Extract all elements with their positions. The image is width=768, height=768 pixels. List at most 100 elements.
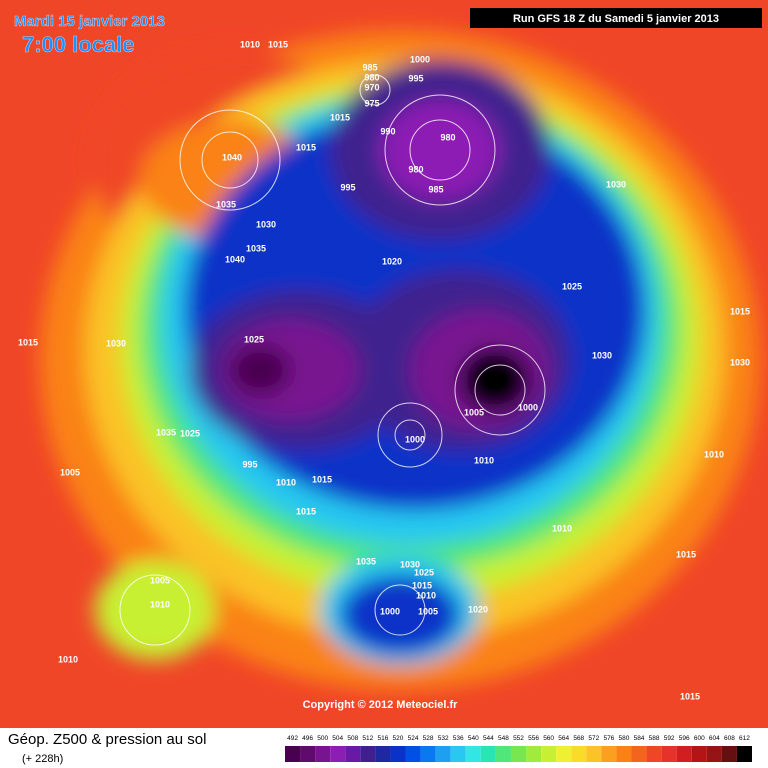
level-label: 580 — [619, 735, 630, 742]
isobar-label: 1015 — [312, 474, 332, 484]
isobar-label: 1015 — [296, 142, 316, 152]
geopotential-field — [40, 30, 760, 690]
color-swatch — [721, 746, 737, 762]
isobar-label: 1030 — [400, 559, 420, 569]
isobar-label: 1035 — [156, 427, 176, 437]
isobar-label: 995 — [242, 459, 257, 469]
run-box — [470, 8, 762, 28]
copyright: Copyright © 2012 Meteociel.fr — [303, 699, 459, 711]
color-swatch — [480, 746, 496, 762]
color-swatch — [510, 746, 527, 762]
level-label: 552 — [513, 735, 524, 742]
isobar-label: 1030 — [730, 357, 750, 367]
isobar-label: 1005 — [150, 575, 170, 585]
isobar-label: 1015 — [330, 112, 350, 122]
isobar-label: 1035 — [246, 243, 266, 253]
isobar-label: 1010 — [150, 599, 170, 609]
isobar-label: 1005 — [464, 407, 484, 417]
isobar-label: 1015 — [296, 506, 316, 516]
level-label: 604 — [709, 735, 720, 742]
level-label: 504 — [332, 735, 343, 742]
level-label: 584 — [634, 735, 645, 742]
color-scale: 492 496 500 504 508 512 516 520 524 528 532 536 540 5… — [285, 735, 752, 762]
lead-time: (+ 228h) — [22, 753, 63, 765]
level-label: 496 — [302, 735, 313, 742]
level-label: 524 — [408, 735, 419, 742]
isobar-label: 1000 — [405, 434, 425, 444]
isobar-label: 1010 — [552, 523, 572, 533]
isobar-label: 1000 — [518, 402, 538, 412]
color-swatch — [360, 746, 376, 762]
level-label: 588 — [649, 735, 660, 742]
color-swatch — [541, 746, 557, 762]
level-label: 612 — [739, 735, 750, 742]
isobar-label: 1030 — [592, 350, 612, 360]
level-label: 608 — [724, 735, 735, 742]
color-swatch — [435, 746, 451, 762]
color-swatch — [691, 746, 707, 762]
isobar-label: 1025 — [414, 567, 434, 577]
isobar-label: 995 — [408, 73, 423, 83]
isobar-label: 1015 — [676, 549, 696, 559]
level-label: 600 — [694, 735, 705, 742]
level-label: 520 — [393, 735, 404, 742]
legend-title: Géop. Z500 & pression au sol — [8, 731, 206, 748]
color-swatch — [556, 746, 572, 762]
level-label: 528 — [423, 735, 434, 742]
level-label: 556 — [528, 735, 539, 742]
isobar-label: 980 — [364, 72, 379, 82]
color-swatch — [601, 746, 617, 762]
isobar-label: 1030 — [106, 338, 126, 348]
level-label: 576 — [603, 735, 614, 742]
isobar-label: 1000 — [380, 606, 400, 616]
isobar-label: 1010 — [474, 455, 494, 465]
isobar-labels: 1010 101598598097097599510001015101599098… — [18, 39, 750, 701]
color-swatch — [390, 746, 406, 762]
isobar-label: 1010 — [58, 654, 78, 664]
color-swatch — [495, 746, 511, 762]
color-swatch — [405, 746, 421, 762]
isobar-label: 1015 — [268, 39, 288, 49]
isobar-label: 1030 — [606, 179, 626, 189]
isobar-label: 1000 — [410, 54, 430, 64]
isobar-label: 1035 — [216, 199, 236, 209]
level-label: 492 — [287, 735, 298, 742]
isobar-label: 1040 — [222, 152, 242, 162]
map: 1010 101598598097097599510001015101599098… — [0, 0, 768, 728]
level-label: 500 — [317, 735, 328, 742]
color-swatch — [676, 746, 692, 762]
level-label: 512 — [362, 735, 373, 742]
isobar-label: 1005 — [418, 606, 438, 616]
isobar-label: 1025 — [180, 428, 200, 438]
isobar-label: 1005 — [60, 467, 80, 477]
level-label: 560 — [543, 735, 554, 742]
level-label: 568 — [573, 735, 584, 742]
color-swatch — [646, 746, 662, 762]
level-label: 508 — [347, 735, 358, 742]
legend: Géop. Z500 & pression au sol (+ 228h) 49… — [8, 731, 752, 765]
isobar-label: 980 — [440, 132, 455, 142]
level-label: 572 — [588, 735, 599, 742]
level-label: 544 — [483, 735, 494, 742]
level-label: 532 — [438, 735, 449, 742]
color-swatch — [465, 746, 481, 762]
level-label: 540 — [468, 735, 479, 742]
color-swatch — [706, 746, 722, 762]
isobar-label: 985 — [428, 184, 443, 194]
isobar-label: 1040 — [225, 254, 245, 264]
isobar-label: 1015 — [680, 691, 700, 701]
isobar-label: 1010 — [240, 39, 260, 49]
level-label: 564 — [558, 735, 569, 742]
level-label: 592 — [664, 735, 675, 742]
isobar-label: 1035 — [356, 556, 376, 566]
level-label: 536 — [453, 735, 464, 742]
color-swatch — [661, 746, 677, 762]
isobar-label: 985 — [362, 62, 377, 72]
isobar-label: 975 — [364, 98, 379, 108]
isobars — [119, 74, 546, 646]
color-swatch — [315, 746, 331, 762]
color-swatch — [300, 746, 316, 762]
level-label: 516 — [377, 735, 388, 742]
color-swatch — [420, 746, 436, 762]
